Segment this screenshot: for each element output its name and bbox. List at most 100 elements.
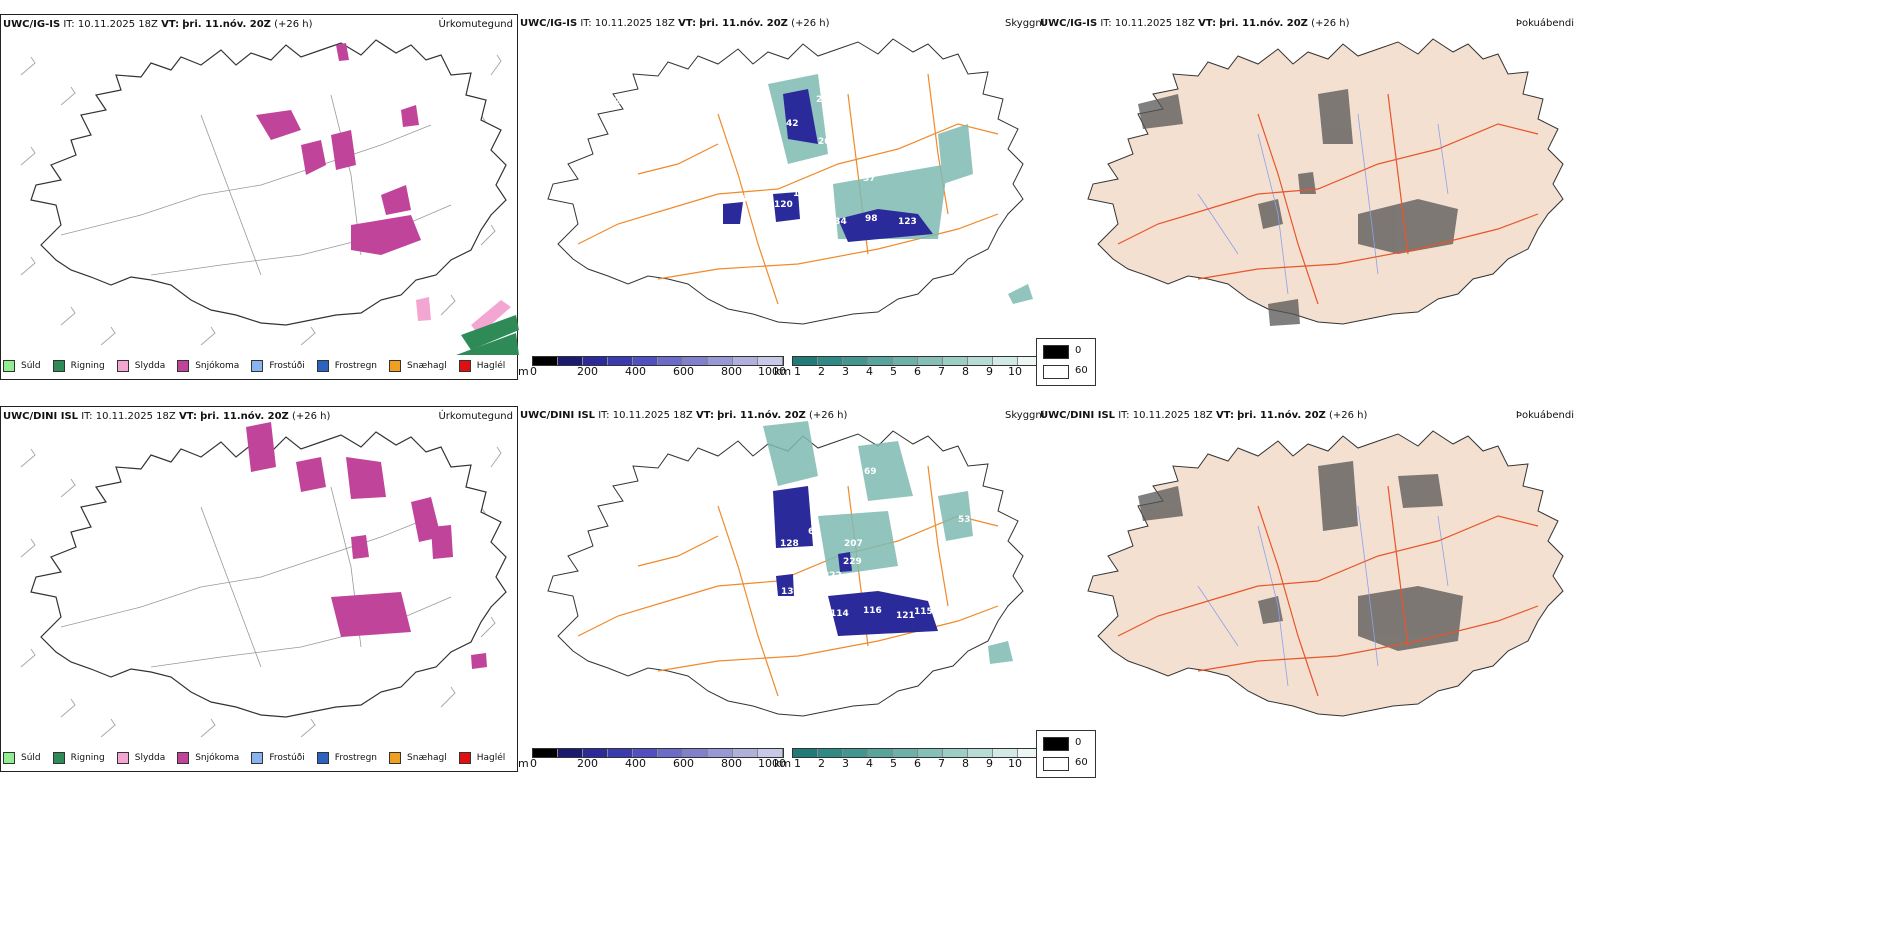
- colorbar-tick: 4: [866, 365, 873, 378]
- fog-map: [1087, 430, 1564, 717]
- panel-title: Skyggni: [1005, 410, 1045, 421]
- fog-legend-value: 0: [1075, 345, 1082, 356]
- legend-item-sleet: Slydda: [116, 752, 166, 764]
- cloud-label: 98: [803, 162, 816, 172]
- legend-swatch: [177, 752, 190, 764]
- valid-time: þri. 11.nóv. 20Z: [699, 18, 788, 29]
- lead-time: (+26 h): [291, 411, 331, 422]
- legend-swatch: [389, 752, 402, 764]
- valid-label: VT:: [678, 18, 697, 29]
- cloud-label: 68: [808, 527, 821, 537]
- legend-label: Snæhagl: [407, 753, 447, 763]
- cloud-label: 26: [816, 95, 829, 105]
- colorbar-tick: 800: [721, 757, 742, 770]
- roads: [1117, 485, 1539, 697]
- colorbar-unit: m: [518, 757, 529, 770]
- colorbar-swatches: [792, 356, 1044, 366]
- snow-areas: [246, 422, 487, 669]
- valid-time: þri. 11.nóv. 20Z: [717, 410, 806, 421]
- legend-label: Slydda: [134, 361, 166, 371]
- cloud-label: 116: [863, 606, 882, 616]
- init-time: IT: 10.11.2025 18Z: [1100, 18, 1195, 29]
- cloud-label: 157: [793, 189, 812, 199]
- cloud-label: 218: [950, 553, 969, 563]
- cloud-label: 106: [728, 195, 747, 205]
- cloud-label: 60: [708, 85, 721, 95]
- cloud-label: 27: [614, 97, 627, 107]
- legend-label: Slydda: [134, 753, 166, 763]
- panel-title: Skyggni: [1005, 18, 1045, 29]
- roads: [60, 94, 452, 276]
- legend-label: Súld: [21, 361, 41, 371]
- legend-item-rain: Rigning: [52, 752, 105, 764]
- colorbar-tick: 0: [530, 757, 537, 770]
- colorbar-tick: 9: [986, 365, 993, 378]
- panel-title: Úrkomutegund: [438, 411, 513, 422]
- legend-swatch: [316, 752, 329, 764]
- init-time: IT: 10.11.2025 18Z: [81, 411, 176, 422]
- legend-label: Rigning: [70, 361, 105, 371]
- panel-title: Þokuábendi: [1515, 18, 1574, 29]
- rivers: [1197, 113, 1449, 295]
- cloud-label: 32: [856, 135, 869, 145]
- precip-type-panel-top: UWC/IG-IS IT: 10.11.2025 18Z VT: þri. 11…: [0, 14, 519, 380]
- cloud-label: 133: [781, 587, 800, 597]
- colorbar-swatches: [532, 356, 784, 366]
- valid-time: þri. 11.nóv. 20Z: [182, 19, 271, 30]
- cloud-label: 53: [958, 515, 971, 525]
- cloud-label: 229: [843, 557, 862, 567]
- rain-areas: [456, 315, 519, 355]
- valid-label: VT:: [161, 19, 180, 30]
- valid-label: VT:: [178, 411, 197, 422]
- cloud-map: 42 98 206 32 120 106 23 157 134 98 123 2…: [547, 38, 1033, 325]
- snow-areas: [256, 43, 421, 255]
- colorbar-tick: 200: [577, 365, 598, 378]
- cloud-label: 134: [828, 217, 847, 227]
- colorbar-tick: 6: [914, 757, 921, 770]
- cloud-label: 42: [786, 119, 799, 129]
- rivers: [1197, 505, 1449, 687]
- colorbar-tick: 2: [818, 757, 825, 770]
- legend-label: Snjókoma: [195, 753, 240, 763]
- colorbar-tick: 10: [1008, 757, 1022, 770]
- colorbar-tick: 1000: [758, 757, 786, 770]
- legend-item-freezing-rain: Frostregn: [316, 752, 378, 764]
- init-time: IT: 10.11.2025 18Z: [1118, 410, 1213, 421]
- legend-label: Frostregn: [334, 753, 378, 763]
- legend-item-snow-pellets: Snæhagl: [389, 360, 447, 372]
- legend-label: Haglél: [476, 361, 506, 371]
- cloud-panel-bottom: UWC/DINI ISL IT: 10.11.2025 18Z VT: þri.…: [518, 406, 1045, 772]
- cloud-label: 98: [865, 214, 878, 224]
- colorbar-tick: 7: [938, 365, 945, 378]
- legend-swatch: [316, 360, 329, 372]
- legend-item-drizzle: Súld: [3, 752, 41, 764]
- legend-label: Súld: [21, 753, 41, 763]
- cloud-base-colorbar: m 0 200 400 600 800 1000: [518, 356, 786, 380]
- panel-header: UWC/IG-IS IT: 10.11.2025 18Z VT: þri. 11…: [1040, 18, 1350, 29]
- cloud-label: 49: [938, 112, 951, 122]
- colorbar-tick: 1: [794, 365, 801, 378]
- fog-map: [1087, 38, 1564, 326]
- model-name: UWC/IG-IS: [3, 19, 61, 30]
- fog-legend-value: 0: [1075, 737, 1082, 748]
- valid-time: þri. 11.nóv. 20Z: [1237, 410, 1326, 421]
- valid-time: þri. 11.nóv. 20Z: [1219, 18, 1308, 29]
- colorbar-tick: 7: [938, 757, 945, 770]
- fog-legend-swatch: [1043, 737, 1069, 751]
- cloud-label: 207: [844, 539, 863, 549]
- cloud-base-colorbar: m 0 200 400 600 800 1000: [518, 748, 786, 772]
- init-time: IT: 10.11.2025 18Z: [63, 19, 158, 30]
- colorbar-tick: 5: [890, 757, 897, 770]
- legend-swatch: [251, 752, 264, 764]
- legend-swatch: [389, 360, 402, 372]
- low-cloud-areas: [763, 421, 1013, 664]
- cloud-label: 69: [864, 467, 877, 477]
- colorbar-tick: 1000: [758, 365, 786, 378]
- legend-label: Frostregn: [334, 361, 378, 371]
- legend-item-snow: Snjókoma: [177, 752, 239, 764]
- sleet-areas: [416, 297, 511, 335]
- colorbar-tick: 600: [673, 365, 694, 378]
- fog-shading: [1138, 461, 1463, 651]
- legend-swatch: [251, 360, 264, 372]
- cloud-base-labels: 42 98 206 32 120 106 23 157 134 98 123 2…: [614, 85, 951, 227]
